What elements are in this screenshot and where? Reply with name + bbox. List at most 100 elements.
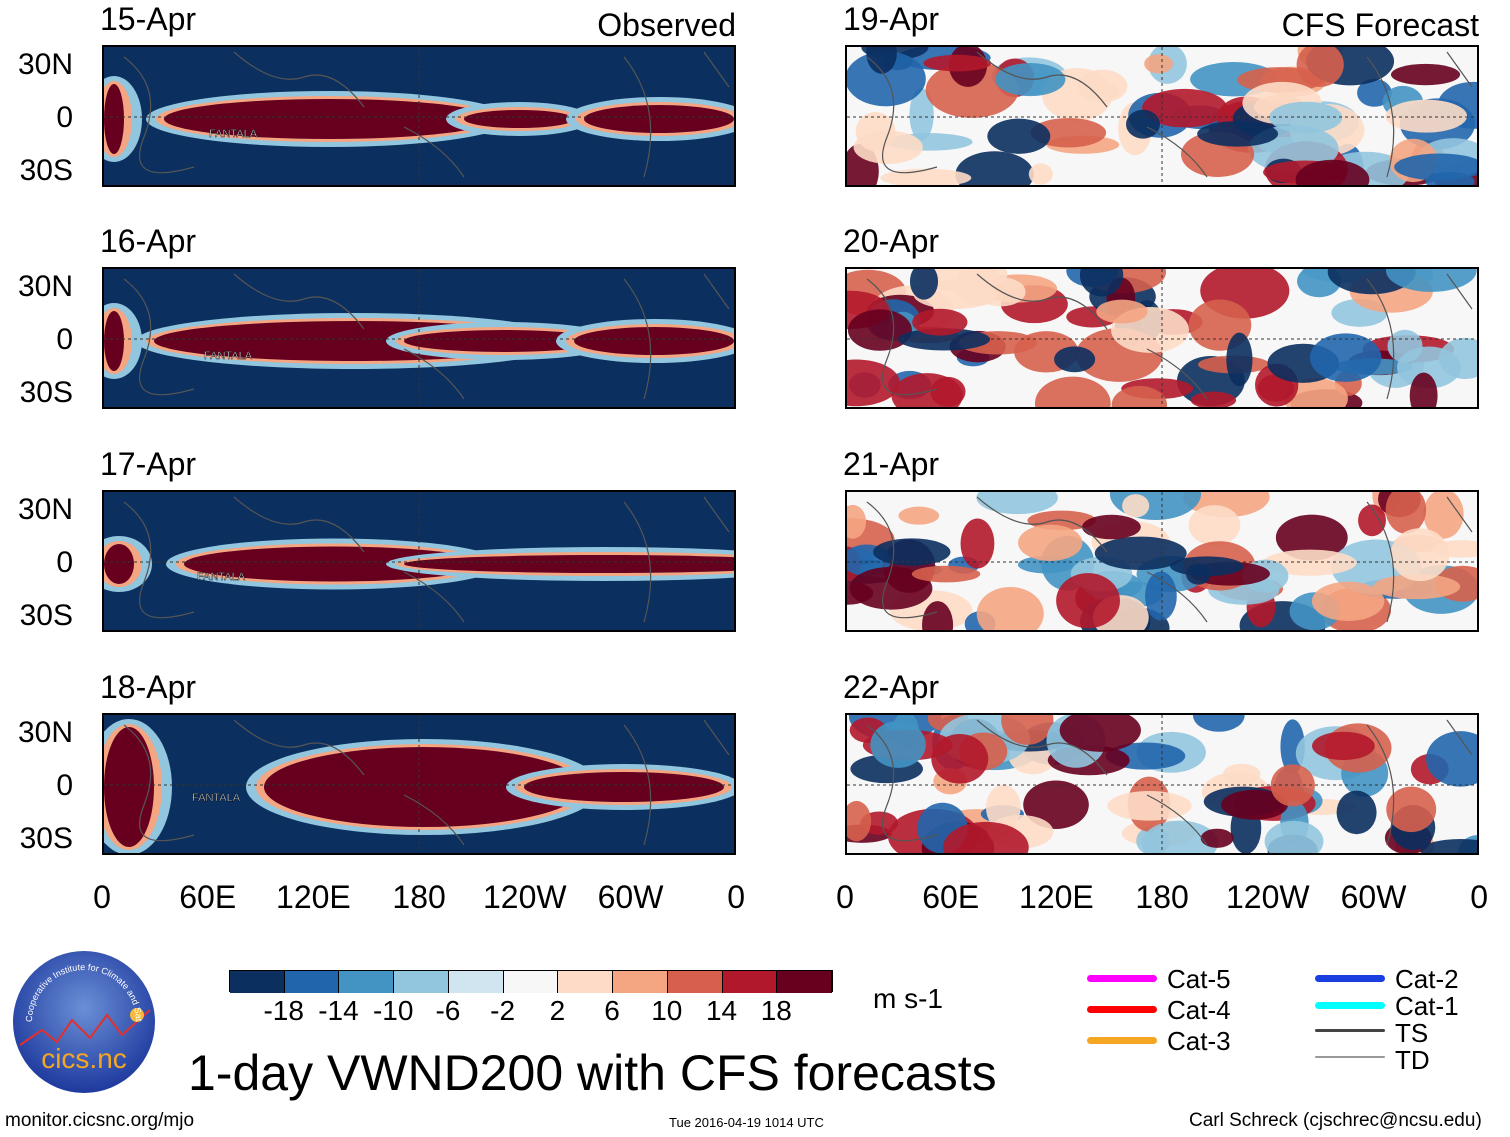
lat-label: 30N bbox=[17, 716, 73, 749]
wind-contour bbox=[1079, 269, 1124, 297]
panel-date: 15-Apr bbox=[100, 1, 197, 37]
lon-label: 0 bbox=[93, 879, 111, 915]
legend-swatch bbox=[1087, 1006, 1157, 1013]
wind-contour bbox=[1145, 571, 1177, 621]
wind-contour bbox=[847, 504, 867, 539]
storm-label: FANTALA bbox=[197, 571, 246, 583]
wind-contour bbox=[976, 492, 1058, 515]
wind-contour bbox=[1142, 88, 1228, 128]
wind-contour bbox=[1394, 153, 1477, 181]
lon-label: 0 bbox=[836, 879, 854, 915]
wind-contour bbox=[1385, 269, 1477, 292]
colorbar-label: 2 bbox=[549, 995, 566, 1026]
legend-swatch bbox=[1315, 1029, 1385, 1032]
wind-contour bbox=[1144, 54, 1173, 74]
storm-label: FANTALA bbox=[204, 350, 253, 362]
colorbar-label: -2 bbox=[490, 995, 516, 1026]
wind-contour bbox=[912, 308, 968, 336]
wind-contour bbox=[931, 734, 989, 784]
wind-contour bbox=[1141, 820, 1218, 853]
wind-contour bbox=[1111, 385, 1168, 407]
wind-contour bbox=[464, 110, 574, 128]
wind-contour bbox=[1423, 492, 1464, 539]
wind-contour bbox=[1358, 504, 1386, 537]
colorbar-label: -14 bbox=[318, 995, 359, 1026]
wind-contour bbox=[104, 311, 124, 371]
legend-label: TS bbox=[1395, 1018, 1429, 1048]
wind-contour bbox=[1222, 763, 1261, 785]
coastline bbox=[123, 719, 730, 846]
wind-contour bbox=[184, 546, 484, 582]
wind-contour bbox=[911, 565, 981, 583]
wind-contour bbox=[847, 309, 912, 351]
wind-contour bbox=[1385, 492, 1427, 534]
legend-label: Cat-3 bbox=[1167, 1026, 1231, 1056]
wind-contour bbox=[1001, 715, 1054, 745]
wind-contour bbox=[1312, 731, 1375, 761]
wind-contour bbox=[1054, 346, 1096, 373]
legend-label: Cat-4 bbox=[1167, 995, 1231, 1025]
wind-contour bbox=[264, 747, 584, 827]
wind-contour bbox=[898, 506, 940, 525]
colorbar-swatch bbox=[284, 971, 340, 993]
wind-contour bbox=[1170, 556, 1244, 577]
wind-contour bbox=[1017, 556, 1075, 574]
lat-label: 30S bbox=[19, 376, 73, 409]
lat-label: 0 bbox=[56, 546, 73, 579]
wind-contour bbox=[1295, 159, 1370, 185]
wind-contour bbox=[955, 151, 1034, 185]
observed-map-panel: FANTALA bbox=[102, 713, 736, 855]
wind-contour bbox=[1296, 47, 1344, 87]
coastline bbox=[866, 719, 1473, 846]
colorbar-swatch bbox=[503, 971, 559, 993]
wind-contour bbox=[1386, 786, 1437, 833]
wind-contour bbox=[1283, 378, 1348, 407]
lon-label: 120E bbox=[1019, 879, 1094, 915]
colorbar bbox=[229, 970, 833, 993]
wind-contour bbox=[1082, 514, 1141, 540]
legend-label: Cat-1 bbox=[1395, 991, 1459, 1021]
wind-contour bbox=[1095, 82, 1120, 99]
lon-label: 180 bbox=[1135, 879, 1189, 915]
wind-contour bbox=[985, 784, 1021, 831]
legend-label: TD bbox=[1395, 1045, 1430, 1075]
forecast-map-panel bbox=[845, 267, 1479, 409]
wind-contour bbox=[104, 84, 124, 154]
colorbar-label: 14 bbox=[705, 995, 738, 1026]
colorbar-label: -10 bbox=[372, 995, 414, 1026]
wind-contour bbox=[922, 601, 954, 630]
panel-date: 22-Apr bbox=[843, 669, 940, 705]
column-title: CFS Forecast bbox=[1281, 7, 1479, 43]
wind-contour bbox=[1188, 505, 1241, 546]
wind-contour bbox=[1390, 528, 1450, 582]
coastline bbox=[866, 496, 1473, 623]
lon-label: 120W bbox=[483, 879, 567, 915]
wind-contour bbox=[1023, 780, 1089, 830]
wind-contour bbox=[1193, 715, 1245, 732]
lat-label: 30S bbox=[19, 599, 73, 632]
coastline bbox=[866, 51, 1473, 178]
wind-contour bbox=[1409, 372, 1438, 407]
wind-contour bbox=[873, 538, 951, 566]
legend-swatch bbox=[1315, 975, 1385, 982]
colorbar-swatch bbox=[558, 971, 614, 993]
legend-swatch bbox=[1087, 1037, 1157, 1044]
colorbar-label: -6 bbox=[435, 995, 461, 1026]
wind-contour bbox=[847, 359, 900, 407]
wind-contour bbox=[1034, 376, 1111, 407]
colorbar-swatch bbox=[394, 971, 449, 993]
wind-contour bbox=[1107, 790, 1192, 821]
panel-date: 21-Apr bbox=[843, 446, 940, 482]
lon-label: 60E bbox=[922, 879, 980, 915]
forecast-map-panel bbox=[845, 490, 1479, 632]
wind-contour bbox=[1385, 99, 1468, 133]
observed-map-panel: FANTALA bbox=[102, 267, 736, 409]
wind-contour bbox=[1311, 581, 1385, 622]
wind-contour bbox=[960, 518, 995, 569]
wind-contour bbox=[909, 88, 934, 141]
wind-contour bbox=[1200, 828, 1234, 848]
lat-label: 30N bbox=[17, 48, 73, 81]
wind-contour bbox=[1226, 332, 1253, 387]
main-title: 1-day VWND200 with CFS forecasts bbox=[188, 1045, 997, 1101]
wind-contour bbox=[1275, 514, 1348, 561]
